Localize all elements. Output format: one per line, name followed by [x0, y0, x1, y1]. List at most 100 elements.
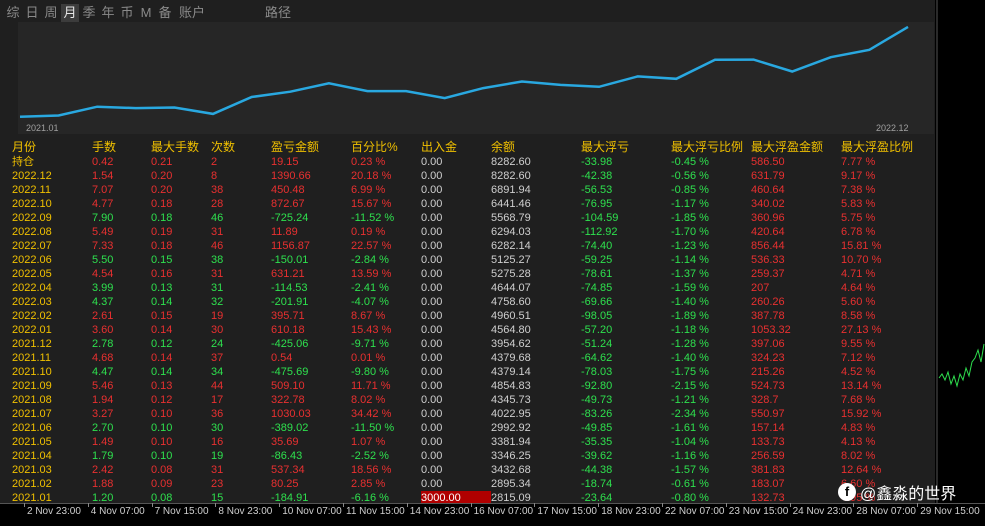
tab-6[interactable]: 币 [120, 5, 134, 20]
table-cell: 1.79 [92, 450, 114, 462]
table-cell: 20.18 % [351, 170, 392, 182]
table-row: 2021.05 1.49 0.10 16 35.69 1.07 % 0.00 3381.94 -… [12, 435, 921, 449]
table-cell: 360.96 [751, 212, 785, 224]
table-cell: -114.53 [271, 282, 308, 294]
table-cell: 537.34 [271, 464, 305, 476]
table-cell: 6441.46 [491, 198, 531, 210]
time-axis-tick: 16 Nov 07:00 [470, 503, 534, 517]
table-cell: 2021.12 [12, 338, 52, 350]
table-cell: 34.42 % [351, 408, 392, 420]
table-cell: 259.37 [751, 268, 785, 280]
table-cell: 1053.32 [751, 324, 791, 336]
table-cell: 509.10 [271, 380, 305, 392]
table-cell: 1.20 [92, 492, 114, 504]
table-cell: 340.02 [751, 198, 785, 210]
time-axis-tick: 18 Nov 23:00 [598, 503, 661, 517]
table-cell: 35.69 [271, 436, 299, 448]
table-cell: 15 [211, 492, 224, 504]
table-row: 2021.02 1.88 0.09 23 80.25 2.85 % 0.00 2895.34 -… [12, 477, 921, 491]
table-cell: 586.50 [751, 156, 785, 168]
table-cell: 34 [211, 366, 224, 378]
table-cell: -0.85 % [671, 184, 709, 196]
tab-7[interactable]: M [140, 5, 152, 20]
table-cell: 856.44 [751, 240, 785, 252]
table-cell: -74.85 [581, 282, 613, 294]
tab-3[interactable]: 月 [61, 4, 79, 22]
tab-8[interactable]: 备 [158, 5, 172, 20]
table-cell: 2022.02 [12, 310, 52, 322]
column-header: 次数 [211, 140, 236, 154]
table-cell: -1.70 % [671, 226, 709, 238]
table-cell: 10.70 % [841, 254, 882, 266]
table-cell: -51.24 [581, 338, 613, 350]
table-cell: 4644.07 [491, 282, 531, 294]
table-cell: 31 [211, 282, 224, 294]
column-header: 月份 [12, 140, 37, 154]
time-axis: 2 Nov 23:00 4 Nov 07:00 7 Nov 15:00 8 Nov 2… [0, 503, 985, 526]
table-cell: 5125.27 [491, 254, 531, 266]
table-cell: 13.14 % [841, 380, 882, 392]
price-chart-strip [935, 0, 985, 503]
table-cell: -4.07 % [351, 296, 389, 308]
table-cell: 2 [211, 156, 218, 168]
table-cell: 46 [211, 212, 224, 224]
table-cell: -1.37 % [671, 268, 709, 280]
table-row: 2021.12 2.78 0.12 24 -425.06 -9.71 % 0.00 3954.… [12, 337, 921, 351]
table-cell: 0.19 % [351, 226, 386, 238]
column-header: 最大浮盈金额 [751, 140, 824, 154]
tab-1[interactable]: 日 [25, 5, 39, 20]
table-cell: 0.00 [421, 156, 443, 168]
table-cell: -1.75 % [671, 366, 709, 378]
table-cell: 0.10 [151, 408, 173, 420]
table-cell: 46 [211, 240, 224, 252]
table-cell: 7.07 [92, 184, 114, 196]
time-axis-tick: 24 Nov 23:00 [789, 503, 853, 517]
table-cell: 2022.07 [12, 240, 52, 252]
table-cell: 4.54 [92, 268, 114, 280]
table-cell: 207 [751, 282, 770, 294]
table-cell: 8 [211, 170, 218, 182]
table-header-row: 月份 手数 最大手数 次数 盈亏金额 百分比% 出入金 余额 最大浮亏 最大浮亏比例 最大浮盈金额 最… [12, 138, 921, 155]
table-cell: 4.64 % [841, 282, 876, 294]
table-cell: 11.89 [271, 226, 298, 238]
table-cell: 15.67 % [351, 198, 392, 210]
tab-2[interactable]: 周 [44, 5, 58, 20]
table-cell: 5.49 [92, 226, 114, 238]
tab-path[interactable]: 路径 [265, 5, 292, 20]
table-cell: 30 [211, 422, 224, 434]
table-row: 2022.12 1.54 0.20 8 1390.66 20.18 % 0.00 8282.6… [12, 169, 921, 183]
table-row: 2021.11 4.68 0.14 37 0.54 0.01 % 0.00 4379.68 -6… [12, 351, 921, 365]
table-cell: 4758.60 [491, 296, 531, 308]
table-cell: 7.12 % [841, 352, 876, 364]
table-cell: 17 [211, 394, 224, 406]
table-row: 2022.02 2.61 0.15 19 395.71 8.67 % 0.00 4960.51… [12, 309, 921, 323]
table-row: 2021.07 3.27 0.10 36 1030.03 34.42 % 0.00 4022.… [12, 407, 921, 421]
table-row: 2022.03 4.37 0.14 32 -201.91 -4.07 % 0.00 4758.… [12, 295, 921, 309]
table-row: 2022.11 7.07 0.20 38 450.48 6.99 % 0.00 6891.94… [12, 183, 921, 197]
table-cell: 6.78 % [841, 226, 876, 238]
tab-9[interactable]: 账户 [179, 5, 206, 20]
table-cell: 0.12 [151, 394, 173, 406]
time-axis-tick: 8 Nov 23:00 [215, 503, 273, 517]
table-cell: 2815.09 [491, 492, 531, 504]
table-cell: -11.50 % [351, 422, 395, 434]
table-cell: 2022.05 [12, 268, 52, 280]
time-axis-tick: 29 Nov 15:00 [917, 503, 980, 517]
tab-4[interactable]: 季 [82, 5, 96, 20]
table-cell: -2.15 % [671, 380, 709, 392]
table-cell: 0.21 [151, 156, 173, 168]
table-cell: -18.74 [581, 478, 613, 490]
table-cell: 13.59 % [351, 268, 392, 280]
tab-0[interactable]: 综 [6, 5, 20, 20]
table-cell: 18.56 % [351, 464, 392, 476]
table-row: 2022.06 5.50 0.15 38 -150.01 -2.84 % 0.00 5125.… [12, 253, 921, 267]
table-cell: -1.89 % [671, 310, 709, 322]
time-axis-tick: 11 Nov 15:00 [343, 503, 405, 517]
table-cell: -725.24 [271, 212, 309, 224]
column-header: 最大浮亏 [581, 140, 630, 154]
table-cell: 256.59 [751, 450, 785, 462]
tab-5[interactable]: 年 [101, 5, 115, 20]
table-cell: 3.27 [92, 408, 114, 420]
table-cell: 2021.06 [12, 422, 52, 434]
table-cell: 9.17 % [841, 170, 876, 182]
